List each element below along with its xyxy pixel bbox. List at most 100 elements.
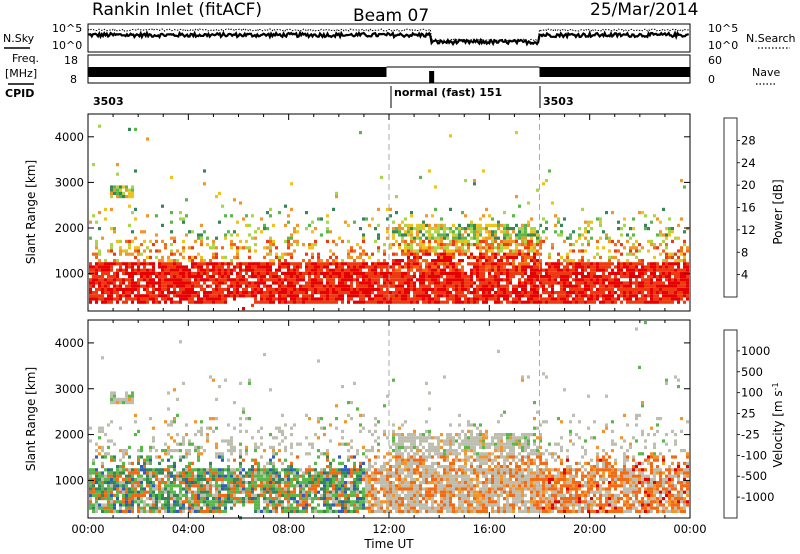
heatmap-cell [338, 500, 341, 504]
heatmap-cell [341, 442, 344, 446]
heatmap-cell [209, 259, 212, 263]
heatmap-cell [329, 230, 332, 234]
heatmap-cell [287, 275, 290, 279]
heatmap-cell [299, 481, 302, 485]
heatmap-cell [515, 291, 518, 295]
heatmap-cell [203, 169, 206, 173]
heatmap-cell [89, 284, 92, 288]
heatmap-cell [452, 236, 455, 240]
heatmap-cell [224, 493, 227, 497]
heatmap-cell [374, 455, 377, 459]
heatmap-cell [257, 493, 260, 497]
heatmap-cell [248, 281, 251, 285]
heatmap-cell [272, 445, 275, 449]
heatmap-cell [347, 449, 350, 453]
heatmap-cell [635, 246, 638, 250]
heatmap-cell [245, 452, 248, 456]
heatmap-cell [233, 265, 236, 269]
heatmap-cell [461, 233, 464, 237]
heatmap-cell [359, 265, 362, 269]
heatmap-cell [494, 297, 497, 301]
heatmap-cell [269, 262, 272, 266]
heatmap-cell [509, 275, 512, 279]
nsearch-label: N.Search [746, 32, 796, 45]
heatmap-cell [122, 452, 125, 456]
heatmap-cell [515, 268, 518, 272]
heatmap-cell [338, 468, 341, 472]
heatmap-cell [467, 297, 470, 301]
heatmap-cell [338, 297, 341, 301]
heatmap-cell [329, 477, 332, 481]
heatmap-cell [620, 284, 623, 288]
heatmap-cell [263, 268, 266, 272]
heatmap-cell [368, 484, 371, 488]
heatmap-cell [161, 493, 164, 497]
heatmap-cell [221, 468, 224, 472]
heatmap-cell [224, 275, 227, 279]
heatmap-cell [131, 287, 134, 291]
heatmap-cell [344, 278, 347, 282]
heatmap-cell [209, 509, 212, 513]
freq-label-line1: Freq. [12, 52, 39, 65]
heatmap-cell [332, 477, 335, 481]
heatmap-cell [143, 275, 146, 279]
heatmap-cell [215, 490, 218, 494]
heatmap-cell [311, 477, 314, 481]
heatmap-cell [416, 255, 419, 259]
heatmap-cell [176, 291, 179, 295]
heatmap-cell [131, 284, 134, 288]
heatmap-cell [143, 271, 146, 275]
heatmap-cell [530, 259, 533, 263]
heatmap-cell [95, 291, 98, 295]
heatmap-cell [278, 211, 281, 215]
heatmap-cell [464, 287, 467, 291]
heatmap-cell [683, 300, 686, 304]
heatmap-cell [608, 249, 611, 253]
heatmap-cell [242, 294, 245, 298]
heatmap-cell [242, 281, 245, 285]
heatmap-cell [443, 236, 446, 240]
heatmap-cell [104, 291, 107, 295]
heatmap-cell [266, 490, 269, 494]
heatmap-cell [182, 493, 185, 497]
heatmap-cell [356, 287, 359, 291]
heatmap-cell [632, 265, 635, 269]
heatmap-cell [362, 413, 365, 417]
heatmap-cell [188, 281, 191, 285]
heatmap-cell [575, 287, 578, 291]
heatmap-cell [356, 500, 359, 504]
heatmap-cell [206, 300, 209, 304]
nave-label: Nave [752, 66, 780, 79]
heatmap-cell [176, 262, 179, 266]
heatmap-cell [179, 291, 182, 295]
heatmap-cell [206, 262, 209, 266]
heatmap-cell [284, 223, 287, 227]
heatmap-cell [551, 284, 554, 288]
heatmap-cell [266, 474, 269, 478]
heatmap-cell [350, 493, 353, 497]
heatmap-cell [443, 268, 446, 272]
heatmap-cell [629, 252, 632, 256]
heatmap-cell [500, 223, 503, 227]
heatmap-cell [356, 509, 359, 513]
heatmap-cell [440, 262, 443, 266]
heatmap-cell [290, 243, 293, 247]
heatmap-cell [104, 281, 107, 285]
heatmap-cell [191, 294, 194, 298]
heatmap-cell [578, 281, 581, 285]
heatmap-cell [479, 217, 482, 221]
heatmap-cell [299, 284, 302, 288]
heatmap-cell [185, 291, 188, 295]
heatmap-cell [167, 481, 170, 485]
heatmap-cell [236, 278, 239, 282]
heatmap-cell [533, 262, 536, 266]
heatmap-cell [146, 484, 149, 488]
heatmap-cell [341, 281, 344, 285]
heatmap-cell [332, 503, 335, 507]
heatmap-cell [503, 227, 506, 231]
heatmap-cell [149, 278, 152, 282]
heatmap-cell [149, 294, 152, 298]
heatmap-cell [248, 275, 251, 279]
heatmap-cell [200, 490, 203, 494]
